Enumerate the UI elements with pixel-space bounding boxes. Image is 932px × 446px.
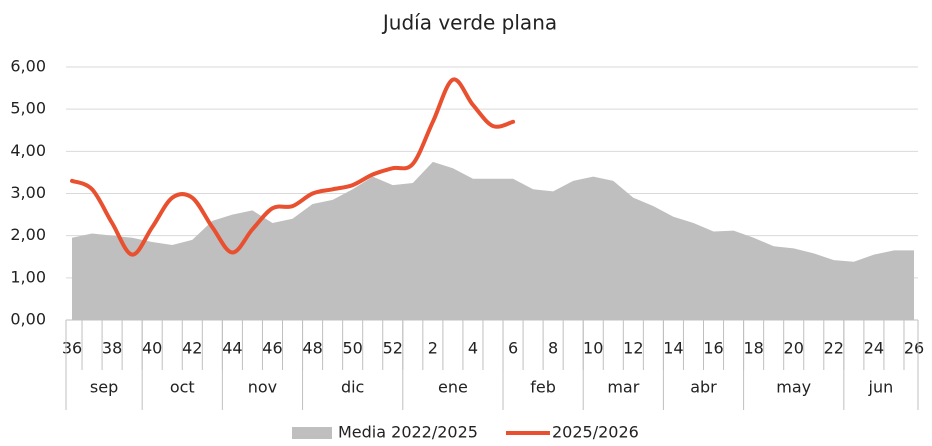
x-tick-label: 14 <box>663 339 683 358</box>
x-tick-label: 6 <box>508 339 518 358</box>
x-tick-label: 24 <box>864 339 884 358</box>
group-label: nov <box>248 378 277 397</box>
group-label: abr <box>690 378 717 397</box>
y-tick-label: 0,00 <box>10 310 46 329</box>
x-tick-label: 12 <box>623 339 643 358</box>
group-label: ene <box>438 378 468 397</box>
y-tick-label: 3,00 <box>10 183 46 202</box>
x-tick-label: 48 <box>302 339 322 358</box>
x-tick-label: 52 <box>383 339 403 358</box>
legend-swatch <box>292 427 332 439</box>
group-label: jun <box>868 378 894 397</box>
x-tick-label: 42 <box>182 339 202 358</box>
x-tick-label: 10 <box>583 339 603 358</box>
x-tick-label: 22 <box>824 339 844 358</box>
legend-label: 2025/2026 <box>552 423 639 442</box>
x-tick-label: 38 <box>102 339 122 358</box>
area <box>72 161 914 320</box>
y-tick-label: 5,00 <box>10 99 46 118</box>
group-label: oct <box>170 378 195 397</box>
group-label: mar <box>607 378 639 397</box>
x-tick-label: 46 <box>262 339 282 358</box>
x-tick-label: 44 <box>222 339 242 358</box>
group-label: sep <box>90 378 118 397</box>
y-tick-label: 1,00 <box>10 267 46 286</box>
legend-label: Media 2022/2025 <box>338 423 478 442</box>
x-tick-label: 50 <box>342 339 362 358</box>
x-tick-label: 40 <box>142 339 162 358</box>
x-tick-label: 26 <box>904 339 924 358</box>
x-tick-label: 4 <box>468 339 478 358</box>
y-tick-label: 2,00 <box>10 225 46 244</box>
group-label: dic <box>341 378 364 397</box>
group-label: feb <box>530 378 556 397</box>
y-tick-label: 6,00 <box>10 57 46 76</box>
x-tick-label: 16 <box>703 339 723 358</box>
x-tick-label: 8 <box>548 339 558 358</box>
group-label: may <box>776 378 811 397</box>
line <box>70 77 516 257</box>
x-tick-label: 36 <box>62 339 82 358</box>
x-tick-label: 2 <box>428 339 438 358</box>
y-tick-label: 4,00 <box>10 141 46 160</box>
x-tick-label: 18 <box>743 339 763 358</box>
chart-title: Judía verde plana <box>381 11 557 35</box>
x-tick-label: 20 <box>784 339 804 358</box>
